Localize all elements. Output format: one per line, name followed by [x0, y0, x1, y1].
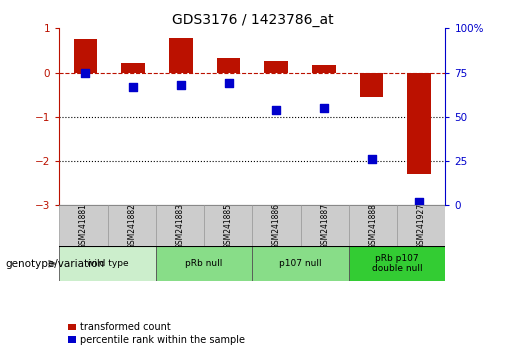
Bar — [407, 73, 431, 175]
Text: GSM241886: GSM241886 — [272, 203, 281, 249]
Bar — [59, 205, 108, 246]
Title: GDS3176 / 1423786_at: GDS3176 / 1423786_at — [171, 13, 333, 27]
Bar — [169, 38, 193, 73]
Bar — [312, 65, 336, 73]
Text: GSM241885: GSM241885 — [224, 203, 233, 249]
Text: GSM241883: GSM241883 — [176, 203, 184, 249]
Text: GSM241881: GSM241881 — [79, 203, 88, 249]
Point — [320, 105, 328, 111]
Text: GSM241927: GSM241927 — [417, 202, 426, 249]
Bar — [74, 39, 97, 73]
Bar — [156, 205, 204, 246]
Point — [129, 84, 138, 90]
Bar — [252, 246, 349, 281]
Point — [272, 107, 280, 113]
Point — [225, 80, 233, 86]
Bar — [217, 58, 241, 73]
Bar — [349, 246, 445, 281]
Bar — [252, 205, 301, 246]
Text: GSM241882: GSM241882 — [127, 203, 136, 249]
Bar — [204, 205, 252, 246]
Point — [367, 156, 375, 162]
Bar — [349, 205, 397, 246]
Text: GSM241887: GSM241887 — [320, 203, 329, 249]
Text: p107 null: p107 null — [279, 259, 322, 268]
Point — [415, 199, 423, 205]
Legend: transformed count, percentile rank within the sample: transformed count, percentile rank withi… — [64, 319, 249, 349]
Text: pRb p107
double null: pRb p107 double null — [372, 254, 422, 273]
Bar — [301, 205, 349, 246]
Text: GSM241888: GSM241888 — [369, 203, 377, 249]
Bar — [108, 205, 156, 246]
Text: wild type: wild type — [87, 259, 128, 268]
Bar — [156, 246, 252, 281]
Bar — [264, 61, 288, 73]
Bar — [359, 73, 384, 97]
Point — [177, 82, 185, 88]
Text: pRb null: pRb null — [185, 259, 223, 268]
Point — [81, 70, 90, 75]
Bar — [121, 63, 145, 73]
Text: genotype/variation: genotype/variation — [5, 259, 104, 269]
Bar — [59, 246, 156, 281]
Bar — [397, 205, 445, 246]
